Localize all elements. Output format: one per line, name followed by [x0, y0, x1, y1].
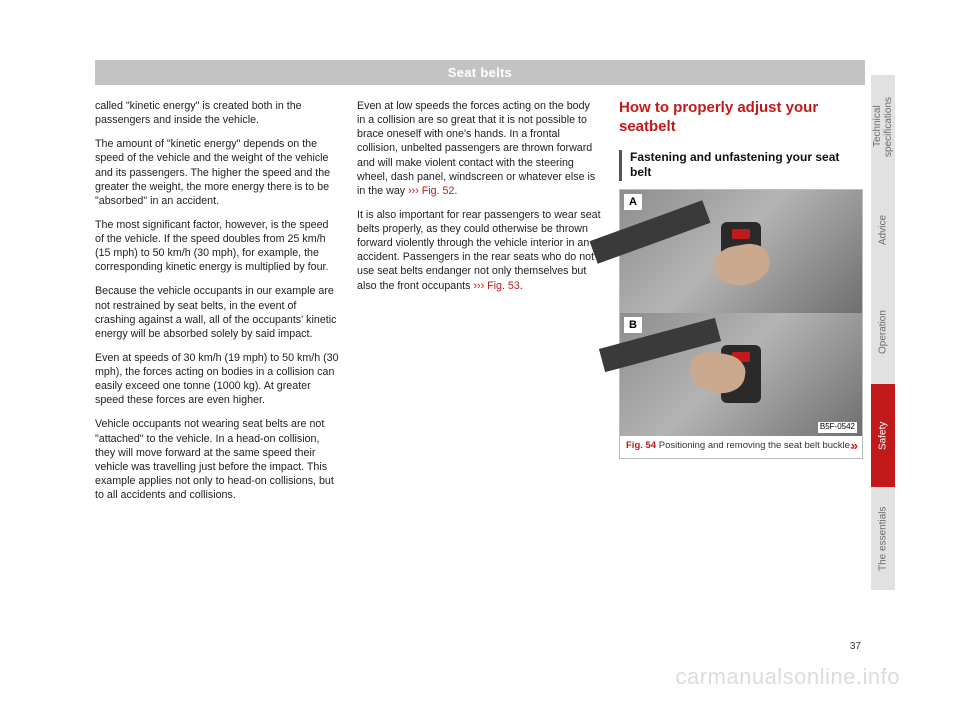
manual-page: Seat belts called "kinetic energy" is cr…	[95, 60, 865, 655]
body-text: The amount of "kinetic energy" depends o…	[95, 137, 339, 208]
header-bar: Seat belts	[95, 60, 865, 85]
body-text-span: Even at low speeds the forces acting on …	[357, 100, 595, 197]
body-text: Because the vehicle occupants in our exa…	[95, 284, 339, 341]
column-2: Even at low speeds the forces acting on …	[357, 99, 601, 512]
side-tabs: Technical specifications Advice Operatio…	[871, 75, 895, 590]
body-text: The most significant factor, however, is…	[95, 218, 339, 275]
figure-reference: ››› Fig. 52	[408, 185, 454, 197]
watermark: carmanualsonline.info	[675, 664, 900, 690]
figure-code: B5F-0542	[818, 422, 857, 433]
figure-54: A B B5F-0542 Fig. 54 Positioning and rem…	[619, 189, 863, 460]
figure-caption: Fig. 54 Positioning and removing the sea…	[620, 436, 862, 459]
header-title: Seat belts	[448, 65, 512, 80]
subsection-title: Fastening and unfastening your seat belt	[619, 150, 863, 181]
tab-technical-specs[interactable]: Technical specifications	[871, 75, 895, 178]
figure-panel-a: A	[620, 190, 862, 313]
figure-caption-text: Positioning and removing the seat belt b…	[656, 440, 852, 451]
body-text: Vehicle occupants not wearing seat belts…	[95, 417, 339, 502]
panel-letter: A	[624, 194, 642, 211]
column-3: How to properly adjust your seatbelt Fas…	[619, 99, 863, 512]
body-text: It is also important for rear passengers…	[357, 208, 601, 293]
tab-essentials[interactable]: The essentials	[871, 487, 895, 590]
continue-icon: »	[851, 437, 858, 454]
section-title: How to properly adjust your seatbelt	[619, 99, 863, 137]
body-text: called "kinetic energy" is created both …	[95, 99, 339, 127]
figure-number: Fig. 54	[626, 440, 656, 451]
content-columns: called "kinetic energy" is created both …	[95, 99, 865, 512]
page-number: 37	[850, 641, 861, 652]
figure-panel-b: B B5F-0542	[620, 313, 862, 436]
body-text-span: .	[454, 185, 457, 197]
body-text: Even at speeds of 30 km/h (19 mph) to 50…	[95, 351, 339, 408]
seatbelt-strap-graphic	[590, 200, 711, 264]
column-1: called "kinetic energy" is created both …	[95, 99, 339, 512]
tab-safety[interactable]: Safety	[871, 384, 895, 487]
body-text: Even at low speeds the forces acting on …	[357, 99, 601, 198]
figure-reference: ››› Fig. 53	[473, 280, 519, 292]
body-text-span: .	[520, 280, 523, 292]
panel-letter: B	[624, 317, 642, 334]
tab-advice[interactable]: Advice	[871, 178, 895, 281]
tab-operation[interactable]: Operation	[871, 281, 895, 384]
